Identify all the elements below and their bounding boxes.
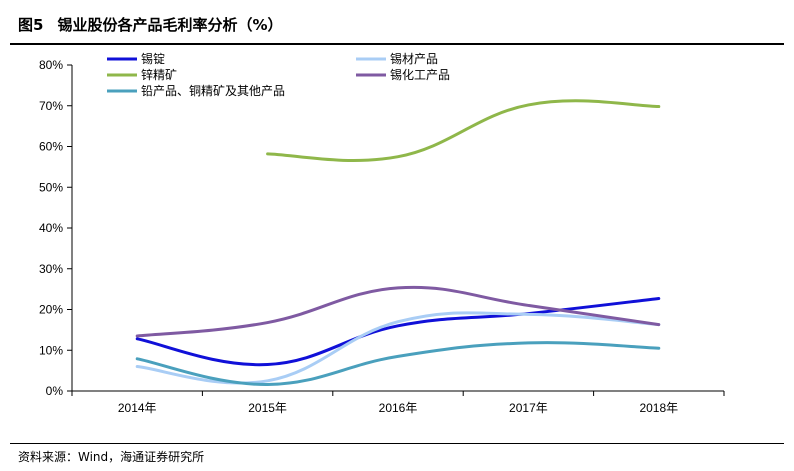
x-tick-label: 2017年 <box>509 401 548 415</box>
x-tick-label: 2018年 <box>639 401 678 415</box>
figure-header: 图5 锡业股份各产品毛利率分析（%） <box>0 0 794 44</box>
figure-title: 图5 锡业股份各产品毛利率分析（%） <box>18 14 282 35</box>
series-line-3 <box>266 99 661 162</box>
series-line-5 <box>135 341 661 386</box>
legend-label: 锡材产品 <box>390 51 438 66</box>
chart-axes: 0% 10% 20% 30% 40% 50% 60% 70% 80% 2014年 2015年 2016… <box>39 58 725 415</box>
y-tick-label: 0% <box>46 384 64 398</box>
figure-title-text: 锡业股份各产品毛利率分析（%） <box>57 16 283 34</box>
y-tick-label: 20% <box>39 303 63 317</box>
legend-label: 锡化工产品 <box>390 67 450 82</box>
x-tick-label: 2016年 <box>379 401 418 415</box>
bottom-rule <box>10 443 784 444</box>
legend-label: 锡锭 <box>141 51 165 66</box>
legend-label: 锌精矿 <box>141 68 177 82</box>
y-tick-label: 50% <box>39 180 63 194</box>
series-line-1 <box>135 297 661 367</box>
series-line-2 <box>135 311 661 385</box>
figure-number: 图5 <box>18 16 44 34</box>
legend-label: 铅产品、铜精矿及其他产品 <box>141 83 285 98</box>
x-tick-label: 2014年 <box>118 401 157 415</box>
y-tick-label: 10% <box>39 343 63 357</box>
top-rule <box>10 43 784 45</box>
source-note: 资料来源：Wind，海通证券研究所 <box>18 450 205 464</box>
chart-series <box>135 99 661 386</box>
series-line-4 <box>135 285 661 338</box>
y-tick-label: 40% <box>39 221 63 235</box>
y-tick-label: 30% <box>39 262 63 276</box>
y-tick-label: 70% <box>39 99 63 113</box>
y-tick-label: 60% <box>39 140 63 154</box>
x-tick-label: 2015年 <box>248 401 287 415</box>
y-tick-label: 80% <box>39 58 63 72</box>
